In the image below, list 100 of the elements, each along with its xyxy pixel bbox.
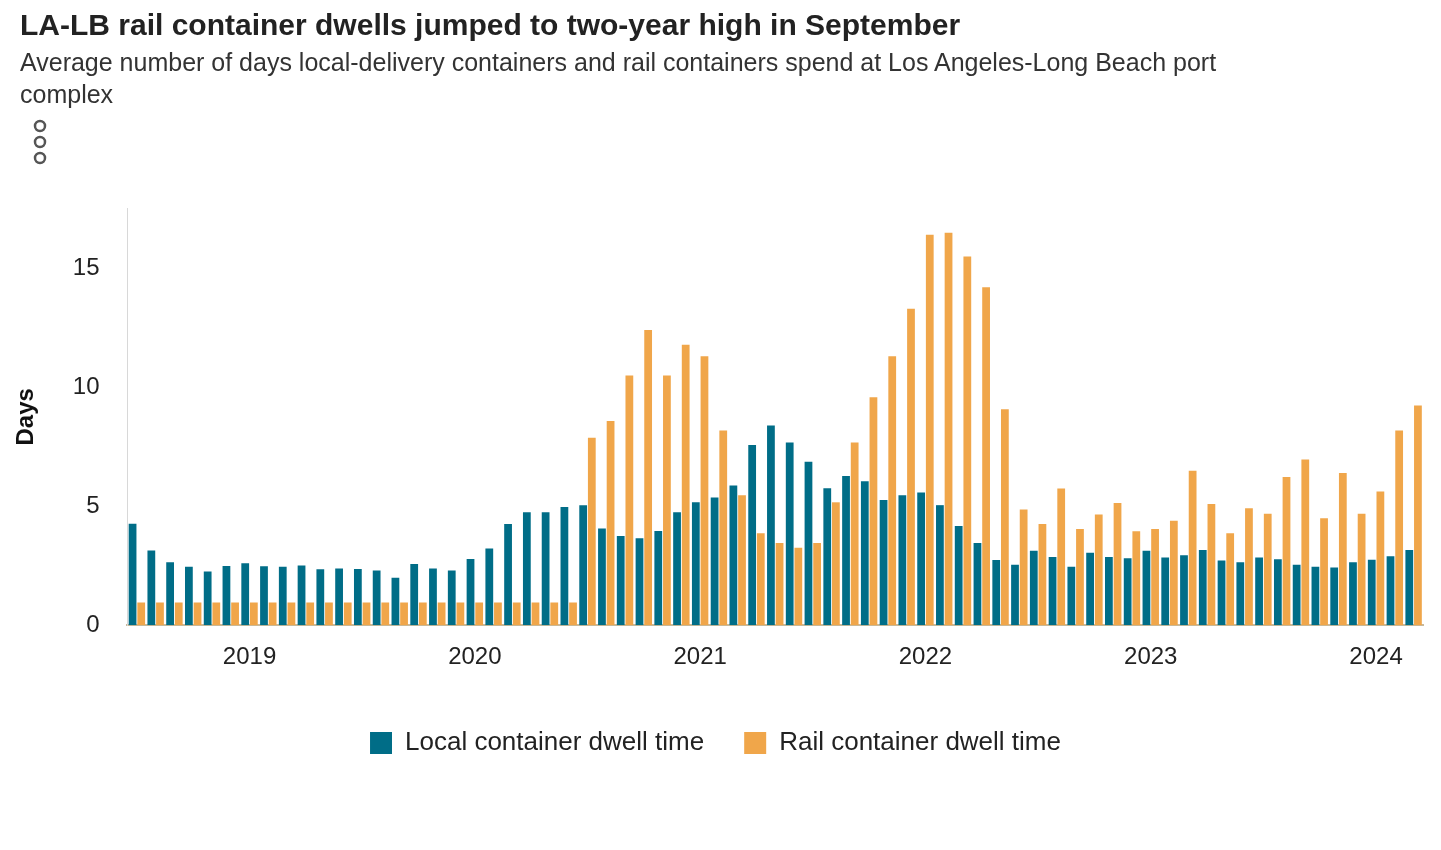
bar: [1207, 503, 1216, 626]
x-tick-label: 2024: [1349, 642, 1403, 670]
bar: [316, 569, 325, 626]
bar: [541, 512, 550, 626]
bar: [1188, 470, 1197, 626]
bar: [1236, 562, 1245, 626]
bar: [1113, 503, 1122, 626]
bar: [691, 502, 700, 626]
bar: [1357, 513, 1366, 626]
bar: [710, 497, 719, 626]
bar: [1245, 508, 1253, 626]
bar: [1338, 473, 1347, 626]
bar: [306, 602, 315, 626]
legend-label: Rail container dwell time: [779, 726, 1061, 757]
bar: [466, 558, 475, 626]
bar: [719, 430, 728, 626]
bar: [1038, 523, 1047, 626]
bar: [850, 442, 859, 626]
bar: [1263, 513, 1272, 626]
bar: [767, 425, 775, 626]
bar: [260, 566, 268, 626]
bar: [494, 602, 502, 626]
bar: [1105, 557, 1113, 626]
bar: [973, 543, 982, 626]
bar: [174, 602, 183, 626]
bar: [1198, 549, 1207, 626]
bar: [429, 568, 437, 626]
bar: [813, 543, 821, 626]
bar: [447, 570, 456, 626]
bar: [1255, 557, 1263, 626]
bar: [869, 397, 878, 626]
bar: [1151, 528, 1159, 626]
bar: [249, 602, 258, 626]
bar: [418, 602, 427, 626]
bar: [222, 565, 231, 626]
bar: [485, 548, 494, 626]
bar: [147, 550, 156, 626]
bar: [1217, 560, 1226, 626]
bar: [804, 461, 813, 626]
bar: [917, 492, 926, 626]
bar: [128, 523, 137, 626]
bar: [1414, 405, 1422, 626]
bar: [353, 568, 362, 626]
bar: [1123, 558, 1132, 626]
bar: [1349, 562, 1357, 626]
bar: [606, 421, 615, 626]
bar: [635, 538, 644, 626]
x-tick-label: 2021: [673, 642, 727, 670]
bar: [335, 568, 343, 626]
bar: [954, 526, 963, 626]
y-tick-label: 10: [72, 371, 100, 399]
bar: [212, 602, 221, 626]
bar: [268, 602, 277, 626]
bar: [1226, 533, 1235, 626]
y-tick-label: 5: [86, 490, 100, 518]
bar: [794, 547, 803, 626]
chart-subtitle: Average number of days local-delivery containers and rail containers spend at Los Angeles-Long Beach port complex: [20, 47, 1218, 110]
bar: [832, 502, 840, 626]
bar: [579, 505, 588, 626]
x-tick-label: 2022: [898, 642, 953, 670]
bar: [569, 602, 577, 626]
bar: [1086, 552, 1094, 626]
bar: [625, 375, 634, 626]
bar: [1011, 564, 1019, 626]
bar: [560, 507, 569, 626]
bar: [681, 344, 690, 626]
bar: [156, 602, 164, 626]
bar: [944, 232, 953, 626]
legend-label: Local container dwell time: [405, 726, 705, 757]
bar: [400, 602, 408, 626]
bar: [1169, 520, 1178, 626]
bar: [550, 602, 559, 626]
bar: [1029, 550, 1038, 626]
bar: [1000, 409, 1009, 626]
bar: [381, 602, 390, 626]
x-tick-label: 2020: [448, 642, 502, 670]
x-tick-label: 2019: [222, 642, 277, 670]
bar: [372, 570, 381, 626]
bar: [475, 602, 484, 626]
bar: [297, 565, 306, 626]
bar: [823, 488, 832, 626]
bar: [1405, 549, 1414, 626]
bar: [1076, 528, 1084, 626]
bar: [1367, 559, 1376, 626]
bar: [1057, 488, 1066, 626]
bar: [1301, 459, 1310, 626]
bar: [1282, 477, 1291, 626]
bar: [137, 602, 146, 626]
bar: [700, 356, 709, 626]
bar: [231, 602, 239, 626]
bar: [456, 602, 465, 626]
bar: [278, 566, 287, 626]
bar: [775, 543, 784, 626]
bar: [504, 523, 512, 626]
bar: [166, 562, 174, 626]
bar: [325, 602, 333, 626]
bar: [1161, 557, 1170, 626]
bar: [1292, 564, 1301, 626]
bar: [343, 602, 352, 626]
y-axis-title: Days: [11, 388, 39, 446]
